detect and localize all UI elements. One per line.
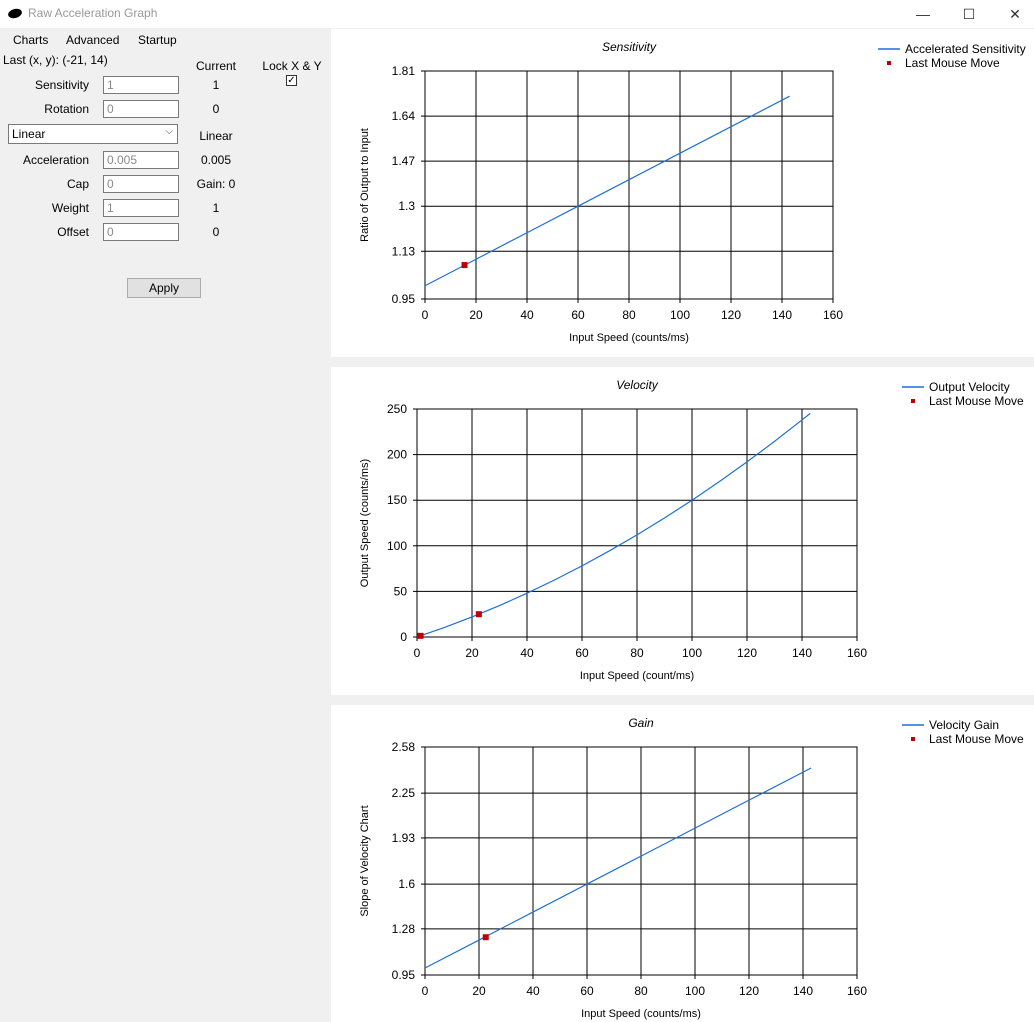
sensitivity-label: Sensitivity	[34, 78, 89, 92]
current-header: Current	[195, 59, 236, 73]
weight-label: Weight	[51, 201, 89, 215]
offset-label: Offset	[57, 225, 89, 239]
apply-button[interactable]: Apply	[127, 278, 201, 298]
cap-label: Cap	[66, 177, 89, 191]
weight-input[interactable]: 1	[103, 199, 179, 217]
menu-charts[interactable]: Charts	[13, 33, 49, 47]
sensitivity-input[interactable]: 1	[103, 76, 179, 94]
lock-xy-label: Lock X & Y	[262, 59, 322, 73]
accel-type-select[interactable]: Linear ⌵	[8, 124, 178, 144]
menu-advanced[interactable]: Advanced	[66, 33, 120, 47]
acceleration-current: 0.005	[200, 153, 232, 167]
window-title: Raw Acceleration Graph	[28, 6, 158, 20]
acceleration-input[interactable]: 0.005	[103, 151, 179, 169]
accel-type-selected: Linear	[12, 127, 46, 141]
accel-type-current: Linear	[199, 129, 233, 143]
app-icon	[7, 7, 23, 20]
rotation-current: 0	[212, 102, 220, 116]
chart-separator	[331, 695, 1034, 705]
menu-bar: Charts Advanced Startup	[0, 29, 331, 51]
title-bar: Raw Acceleration Graph — ☐ ✕	[0, 0, 1034, 28]
chart-separator	[331, 357, 1034, 367]
cap-input[interactable]: 0	[103, 175, 179, 193]
charts-area	[331, 29, 1034, 1022]
lock-xy-checkbox[interactable]: ✓	[286, 75, 297, 86]
offset-input[interactable]: 0	[103, 223, 179, 241]
last-mouse-xy: Last (x, y): (-21, 14)	[3, 53, 108, 67]
minimize-button[interactable]: —	[916, 6, 930, 22]
sensitivity-current: 1	[212, 78, 220, 92]
rotation-label: Rotation	[44, 102, 89, 116]
acceleration-label: Acceleration	[22, 153, 89, 167]
menu-startup[interactable]: Startup	[138, 33, 177, 47]
cap-current: Gain: 0	[196, 177, 236, 191]
chevron-down-icon: ⌵	[165, 126, 173, 137]
weight-current: 1	[212, 201, 220, 215]
close-button[interactable]: ✕	[1009, 6, 1021, 22]
maximize-button[interactable]: ☐	[962, 6, 976, 22]
rotation-input[interactable]: 0	[103, 100, 179, 118]
offset-current: 0	[212, 225, 220, 239]
